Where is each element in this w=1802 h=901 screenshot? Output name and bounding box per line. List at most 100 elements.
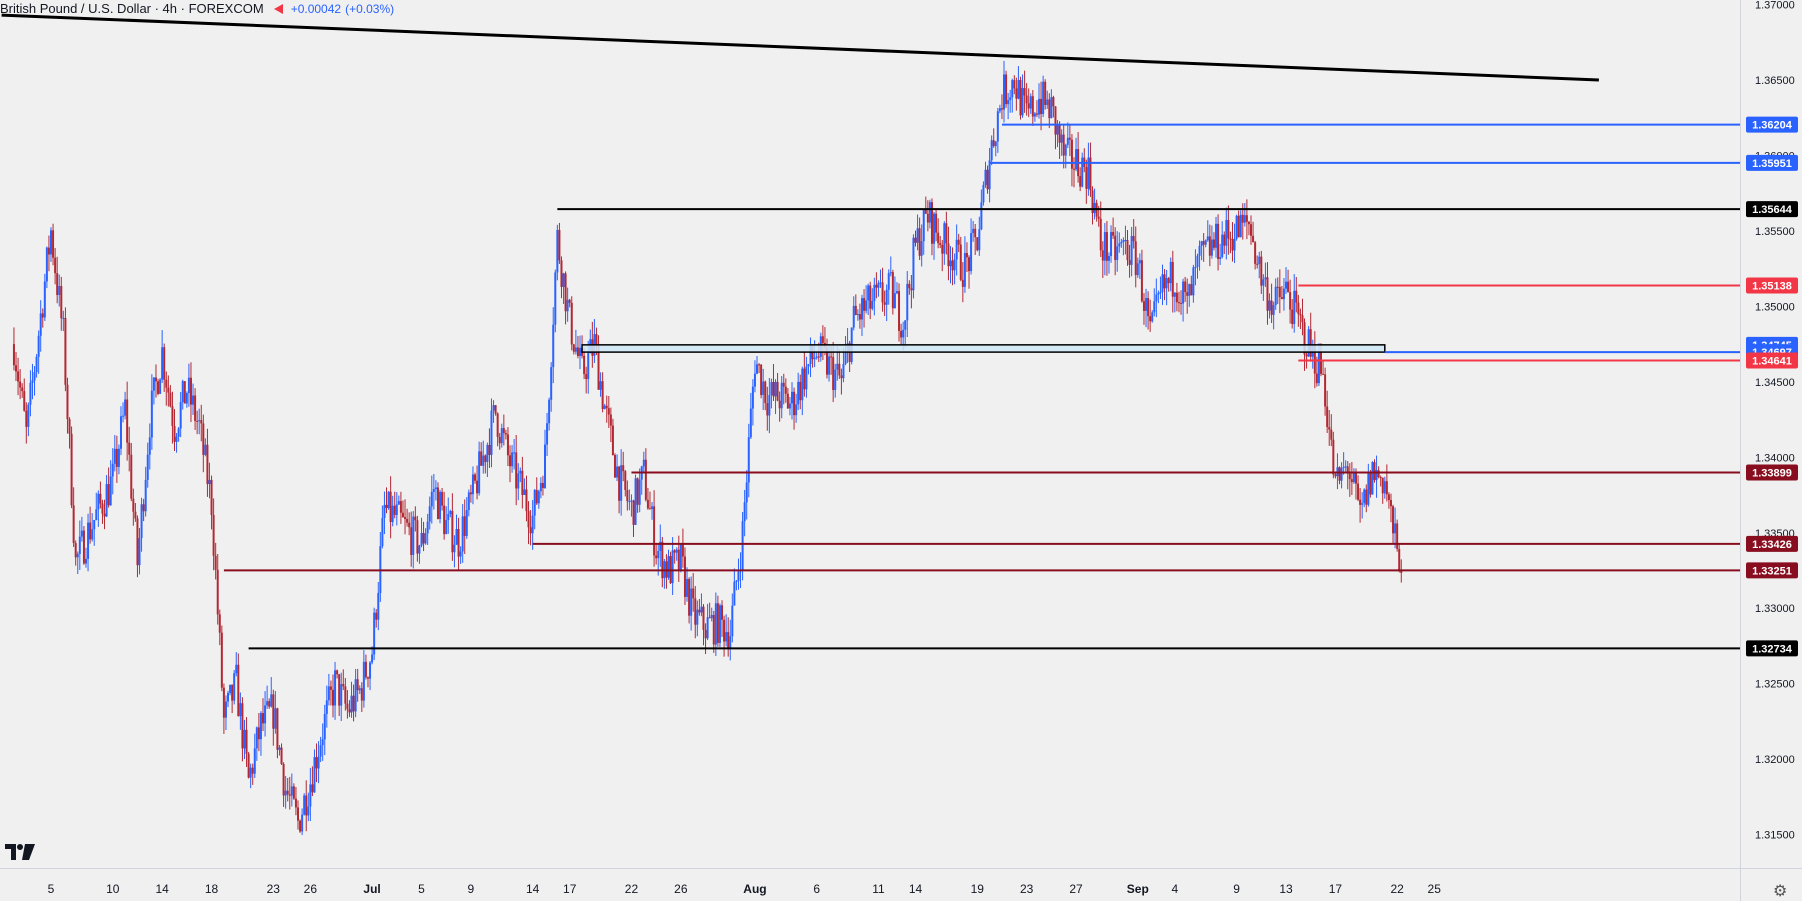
candle: [585, 366, 588, 394]
candle: [562, 272, 565, 304]
candle: [206, 428, 209, 497]
candle: [653, 490, 656, 567]
candle-body: [587, 353, 590, 380]
candle: [1200, 240, 1203, 261]
candle-body: [1394, 523, 1397, 534]
candle: [377, 581, 380, 631]
candle-body: [72, 505, 75, 544]
candle: [52, 223, 55, 266]
candle: [634, 474, 637, 526]
candle-body: [630, 500, 633, 502]
candle: [420, 517, 423, 548]
candle: [1208, 224, 1211, 267]
candle: [342, 669, 345, 691]
price-level-label: 1.35138: [1752, 281, 1792, 293]
candle-body: [457, 528, 460, 557]
candle: [821, 325, 824, 360]
candle-body: [502, 428, 505, 434]
candle-body: [136, 518, 139, 566]
candle-body: [144, 479, 147, 512]
candle-body: [1015, 88, 1018, 99]
candle: [373, 607, 376, 661]
candle: [87, 513, 90, 572]
candle-body: [196, 420, 199, 422]
candle-body: [786, 393, 789, 409]
candle: [224, 695, 227, 731]
candle: [1192, 264, 1195, 303]
candle-body: [245, 729, 248, 754]
candle: [712, 610, 715, 653]
candle: [922, 209, 925, 255]
candle-body: [189, 377, 192, 405]
candle: [249, 763, 252, 789]
candle: [998, 104, 1001, 114]
candle: [556, 224, 559, 281]
candle: [797, 372, 800, 411]
candle: [640, 465, 643, 495]
red-flag-icon[interactable]: [273, 3, 283, 14]
candle: [1212, 232, 1215, 251]
candle-body: [432, 489, 435, 492]
candle: [766, 386, 769, 431]
candle: [229, 684, 232, 696]
symbol-title[interactable]: British Pound / U.S. Dollar · 4h · FOREX…: [0, 1, 264, 16]
candle-body: [227, 692, 230, 702]
candle-body: [1066, 137, 1069, 145]
candle: [350, 681, 353, 718]
candle: [646, 487, 649, 510]
candle-body: [605, 405, 608, 409]
candle-body: [653, 506, 656, 556]
settings-gear-icon[interactable]: ⚙: [1773, 881, 1788, 900]
candle-body: [424, 533, 427, 544]
candle-body: [1233, 238, 1236, 251]
candle-body: [1035, 113, 1038, 115]
candle: [358, 685, 361, 695]
candle-body: [17, 371, 20, 382]
candle-body: [331, 689, 334, 706]
candle-body: [941, 245, 944, 254]
candle: [568, 298, 571, 308]
candle: [364, 654, 367, 680]
candle: [399, 491, 402, 524]
tradingview-logo-icon[interactable]: [4, 843, 36, 861]
candle: [303, 793, 306, 816]
candle-body: [354, 679, 357, 712]
candle-body: [1243, 215, 1246, 223]
y-tick-label: 1.37000: [1755, 0, 1795, 12]
candle: [19, 369, 22, 400]
candle: [453, 535, 456, 568]
candle: [801, 366, 804, 416]
candle: [519, 467, 522, 483]
candle: [282, 762, 285, 807]
candle: [220, 625, 223, 692]
price-level-label: 1.35644: [1752, 204, 1793, 216]
candle: [66, 377, 69, 434]
candle: [1066, 122, 1069, 148]
candle: [1155, 278, 1158, 318]
candle-body: [708, 617, 711, 619]
candle: [276, 707, 279, 759]
candle-body: [157, 381, 160, 394]
candle: [177, 427, 180, 442]
candle: [443, 491, 446, 540]
candle: [385, 487, 388, 514]
candle-body: [181, 381, 184, 403]
candle-body: [194, 395, 197, 421]
candle: [1322, 361, 1325, 375]
candle-body: [307, 806, 310, 816]
candle-body: [541, 482, 544, 488]
candle-body: [1264, 277, 1267, 280]
candle: [1134, 226, 1137, 288]
candle-body: [854, 305, 857, 315]
candle: [883, 290, 886, 317]
candle-body: [1194, 267, 1197, 269]
price-level-badge: [1746, 535, 1798, 552]
candle: [788, 397, 791, 416]
candle: [401, 500, 404, 518]
candle-body: [82, 530, 85, 564]
candle: [1266, 262, 1269, 325]
candle: [142, 498, 145, 522]
candle-body: [597, 345, 600, 390]
candle: [227, 690, 230, 708]
